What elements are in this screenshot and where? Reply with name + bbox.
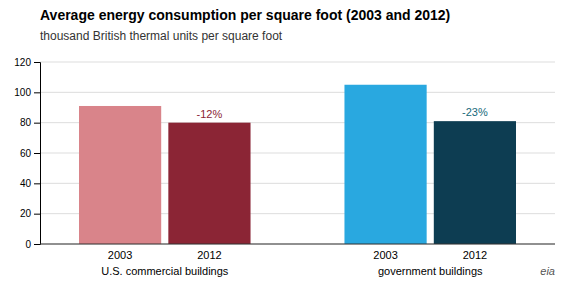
- x-tick-label: 2012: [463, 249, 487, 261]
- y-tick-label: 20: [20, 208, 32, 219]
- group-label: government buildings: [378, 265, 483, 277]
- y-tick-label: 120: [14, 57, 31, 68]
- y-axis: 0 20 40 60 80 100 120: [14, 57, 40, 250]
- y-axis-line: [34, 63, 41, 245]
- y-tick: 80: [20, 117, 40, 128]
- bar: [434, 121, 516, 244]
- source: eia: [540, 265, 555, 277]
- y-tick-mark: [34, 92, 40, 93]
- y-tick-mark: [34, 214, 40, 215]
- title: Average energy consumption per square fo…: [40, 7, 450, 23]
- y-tick-mark: [34, 183, 40, 184]
- y-tick: 0: [25, 239, 40, 250]
- y-tick-mark: [34, 62, 40, 63]
- group-label: U.S. commercial buildings: [101, 265, 229, 277]
- grid-line: [40, 244, 555, 245]
- y-tick: 60: [20, 148, 40, 159]
- y-tick-label: 80: [20, 117, 32, 128]
- x-axis-line: [40, 244, 555, 245]
- x-labels: 2003 2012 2003 2012 U.S. commercial building…: [101, 249, 487, 277]
- y-tick-label: 100: [14, 87, 31, 98]
- y-tick-mark: [34, 123, 40, 124]
- annotations: -12% -23%: [197, 106, 488, 120]
- y-tick-label: 40: [20, 178, 32, 189]
- y-tick-mark: [34, 244, 40, 245]
- y-tick-label: 0: [25, 239, 31, 250]
- x-tick-label: 2012: [197, 249, 221, 261]
- bars: [79, 85, 516, 244]
- y-tick-label: 60: [20, 148, 32, 159]
- grid: [40, 62, 555, 244]
- grid-line: [40, 62, 555, 63]
- x-tick-label: 2003: [373, 249, 397, 261]
- change-label: -12%: [197, 108, 223, 120]
- y-tick: 120: [14, 57, 40, 68]
- bar: [344, 85, 426, 244]
- plot: 0 20 40 60 80 100 120 2003 2012 2003 2012 U.S. comm…: [14, 57, 555, 277]
- chart: Average energy consumption per square fo…: [0, 0, 570, 292]
- y-tick-mark: [34, 153, 40, 154]
- grid-line: [40, 92, 555, 93]
- subtitle: thousand British thermal units per squar…: [40, 29, 283, 43]
- change-label: -23%: [462, 106, 488, 118]
- x-tick-label: 2003: [108, 249, 132, 261]
- y-tick: 20: [20, 208, 40, 219]
- bar: [168, 123, 250, 244]
- bar: [79, 106, 161, 244]
- y-tick: 100: [14, 87, 40, 98]
- y-tick: 40: [20, 178, 40, 189]
